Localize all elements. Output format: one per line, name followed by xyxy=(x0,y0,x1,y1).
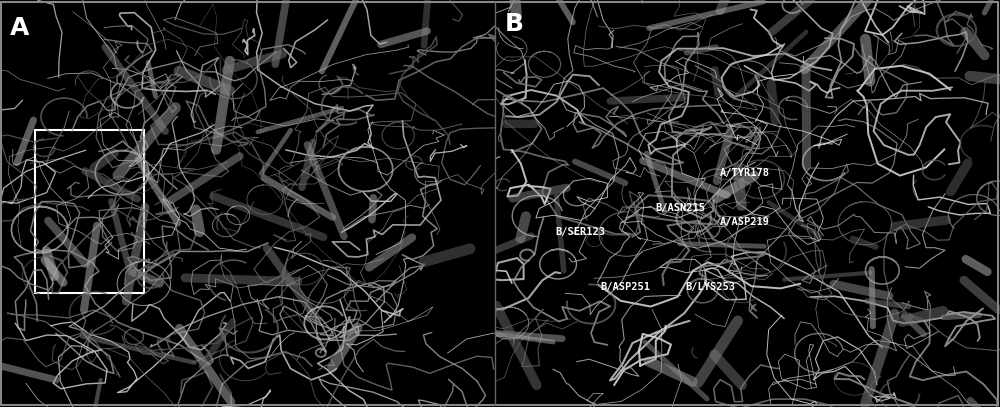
Text: B/LYS253: B/LYS253 xyxy=(685,282,735,292)
Text: B/ASP251: B/ASP251 xyxy=(600,282,650,292)
Text: A/ASP219: A/ASP219 xyxy=(720,217,770,227)
Text: A: A xyxy=(10,16,29,40)
Text: B: B xyxy=(505,12,524,36)
Text: B/ASN215: B/ASN215 xyxy=(655,203,705,212)
Text: A/TYR178: A/TYR178 xyxy=(720,168,770,178)
Bar xyxy=(35,130,144,293)
Text: B/SER123: B/SER123 xyxy=(555,227,605,237)
